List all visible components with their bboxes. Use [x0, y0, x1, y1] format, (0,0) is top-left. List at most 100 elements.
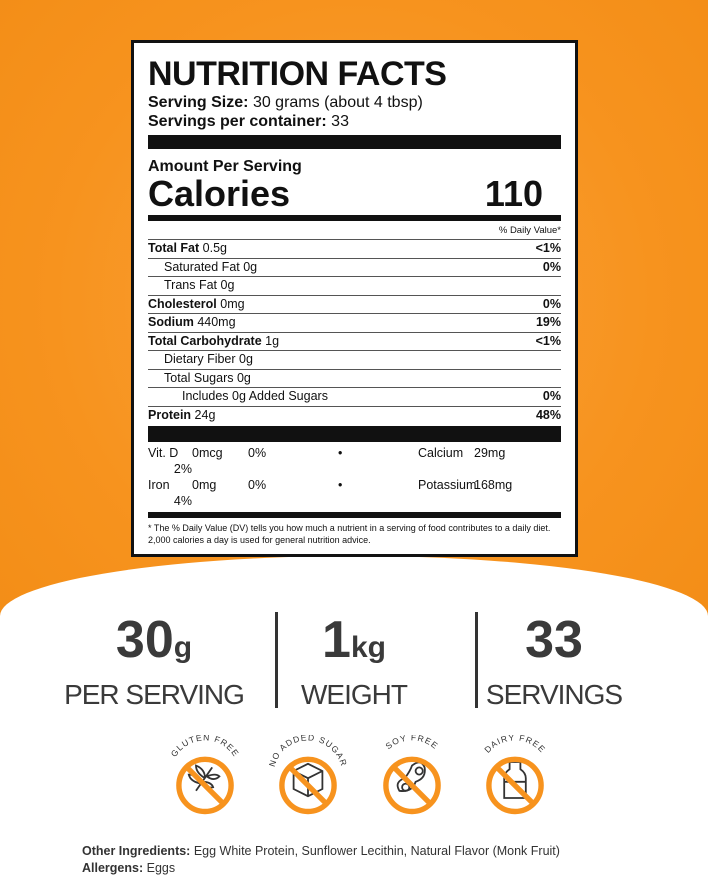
stat-per-serving: 30g PER SERVING — [54, 612, 254, 714]
stat-label: WEIGHT — [301, 679, 408, 710]
dietary-badges: GLUTEN FREE NO ADDED SUGAR SOY FREE DAIRY F… — [150, 732, 570, 827]
nutrient-amount: 24g — [194, 407, 216, 422]
nutrient-name: Total Fat 0.5g — [148, 240, 227, 258]
nutrient-label: Total Sugars — [164, 370, 234, 385]
vitamin-cell: 0% — [248, 478, 267, 492]
servings-per-container: Servings per container: 33 — [148, 112, 561, 131]
vitamin-cell: 2% — [173, 462, 192, 476]
vitamin-cell: • — [338, 478, 343, 492]
nutrient-label: Protein — [148, 407, 192, 422]
stat-divider — [275, 612, 278, 708]
vitamin-row: Vit. D 0mcg 0% • Calcium 29mg 2% — [148, 445, 561, 477]
nutrient-row: Saturated Fat 0g 0% — [148, 257, 561, 277]
vitamin-row: Iron 0mg 0% • Potassium 168mg 4% — [148, 477, 561, 509]
allergens-text: Eggs — [146, 861, 176, 875]
medium-divider — [148, 512, 561, 518]
nutrient-name: Dietary Fiber 0g — [148, 351, 253, 369]
label-title: NUTRITION FACTS — [148, 55, 447, 93]
vitamin-cell: 0% — [248, 446, 267, 460]
stat-unit: g — [173, 631, 193, 664]
nutrient-name: Cholesterol 0mg — [148, 296, 245, 314]
vitamin-cell: Iron — [148, 478, 170, 492]
serving-size: Serving Size: 30 grams (about 4 tbsp) — [148, 93, 561, 112]
nutrient-dv: <1% — [535, 333, 561, 348]
nutrient-name: Protein 24g — [148, 407, 215, 425]
nutrient-name: Includes 0g Added Sugars — [148, 388, 328, 406]
sugar-cube-icon: NO ADDED SUGAR — [267, 732, 348, 815]
footnote: * The % Daily Value (DV) tells you how m… — [148, 523, 551, 545]
allergens-label: Allergens: — [82, 861, 144, 875]
calories-label: Calories — [148, 173, 291, 214]
stat-unit: kg — [350, 631, 386, 664]
nutrient-dv: 48% — [535, 407, 561, 422]
nutrient-amount: 0g — [236, 370, 251, 385]
medium-divider — [148, 215, 561, 221]
vitamin-cell: 29mg — [474, 446, 506, 460]
ingredients-block: Other Ingredients: Egg White Protein, Su… — [82, 843, 560, 877]
nutrient-row: Trans Fat 0g — [148, 276, 561, 295]
servings-value: 33 — [331, 113, 349, 130]
servings-label: Servings per container: — [148, 113, 327, 130]
other-ingredients: Other Ingredients: Egg White Protein, Su… — [82, 843, 560, 860]
nutrient-label: Includes 0g Added Sugars — [182, 389, 328, 403]
calories-row: Calories 110 — [148, 176, 561, 212]
stat-servings: 33 SERVINGS — [454, 612, 654, 714]
nutrient-amount: 0g — [243, 259, 258, 274]
nutrient-label: Sodium — [148, 315, 194, 329]
stat-label: SERVINGS — [485, 679, 623, 710]
stat-value: 1 — [322, 611, 351, 669]
vitamins-minerals: Vit. D 0mcg 0% • Calcium 29mg 2% Iron 0mg 0% • Pota… — [148, 445, 561, 509]
vitamin-cell: Potassium — [418, 478, 477, 492]
stat-divider — [475, 612, 478, 708]
product-stats: 30g PER SERVING 1kg WEIGHT 33 SERVINGS — [0, 612, 708, 714]
badge-label: SOY FREE — [383, 732, 439, 751]
vitamin-cell: 168mg — [474, 478, 513, 492]
serving-size-value: 30 grams (about 4 tbsp) — [252, 94, 423, 111]
milk-bottle-icon: DAIRY FREE — [482, 732, 548, 815]
nutrient-rows: Total Fat 0.5g <1% Saturated Fat 0g 0% Trans… — [148, 239, 561, 424]
allergens: Allergens: Eggs — [82, 860, 560, 877]
calories-value: 110 — [484, 173, 543, 214]
badge-label: GLUTEN FREE — [169, 732, 241, 758]
nutrient-name: Trans Fat 0g — [148, 277, 234, 295]
dv-header: % Daily Value* — [498, 225, 561, 236]
thick-divider — [148, 135, 561, 149]
ingredients-label: Other Ingredients: — [82, 844, 191, 858]
badge-label: DAIRY FREE — [482, 732, 547, 755]
nutrient-row: Includes 0g Added Sugars 0% — [148, 387, 561, 406]
nutrient-dv: 0% — [542, 259, 561, 274]
nutrient-name: Saturated Fat 0g — [148, 259, 257, 277]
nutrient-row: Sodium 440mg 19% — [148, 313, 561, 332]
vitamin-cell: Vit. D — [148, 446, 179, 460]
white-curve — [0, 556, 708, 756]
nutrient-label: Total Carbohydrate — [148, 333, 262, 348]
nutrient-dv: 0% — [542, 389, 561, 403]
vitamin-cell: 0mg — [192, 478, 217, 492]
nutrient-amount: 440mg — [197, 315, 236, 329]
stat-label: PER SERVING — [64, 679, 245, 710]
nutrient-amount: 0mg — [220, 296, 245, 311]
nutrient-amount: 1g — [265, 333, 280, 348]
badge-dairy-free: DAIRY FREE — [470, 732, 560, 827]
svg-text:DAIRY FREE: DAIRY FREE — [482, 735, 548, 755]
badge-soy-free: SOY FREE — [367, 732, 457, 827]
wheat-icon: GLUTEN FREE — [169, 732, 242, 815]
vitamin-cell: 4% — [173, 494, 192, 508]
nutrient-name: Total Sugars 0g — [148, 370, 251, 388]
ingredients-text: Egg White Protein, Sunflower Lecithin, N… — [193, 844, 560, 858]
nutrient-label: Trans Fat — [164, 278, 218, 292]
nutrient-row: Total Fat 0.5g <1% — [148, 239, 561, 258]
serving-size-label: Serving Size: — [148, 94, 249, 111]
svg-text:GLUTEN FREE: GLUTEN FREE — [169, 735, 242, 759]
badge-no-added-sugar: NO ADDED SUGAR — [263, 732, 353, 827]
nutrient-dv: <1% — [535, 241, 561, 255]
nutrient-name: Total Carbohydrate 1g — [148, 333, 279, 351]
nutrient-dv: 0% — [542, 296, 561, 311]
nutrient-name: Sodium 440mg — [148, 314, 236, 332]
nutrient-row: Cholesterol 0mg 0% — [148, 294, 561, 314]
nutrient-row: Protein 24g 48% — [148, 405, 561, 425]
nutrient-amount: 0g — [239, 352, 253, 366]
svg-text:SOY FREE: SOY FREE — [383, 735, 440, 751]
vitamin-cell: 0mcg — [192, 446, 223, 460]
nutrient-row: Total Carbohydrate 1g <1% — [148, 331, 561, 351]
